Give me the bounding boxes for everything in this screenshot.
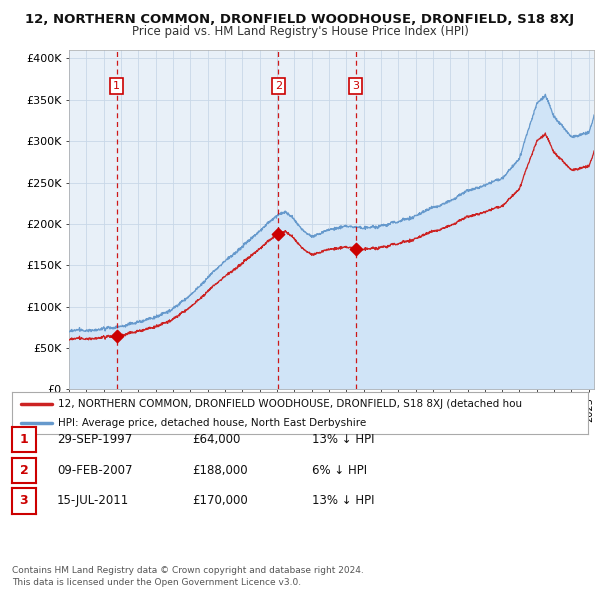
- Text: 2: 2: [275, 81, 282, 91]
- Text: 6% ↓ HPI: 6% ↓ HPI: [312, 464, 367, 477]
- Text: £170,000: £170,000: [192, 494, 248, 507]
- Point: [112, 332, 121, 341]
- Text: 12, NORTHERN COMMON, DRONFIELD WOODHOUSE, DRONFIELD, S18 8XJ (detached hou: 12, NORTHERN COMMON, DRONFIELD WOODHOUSE…: [58, 398, 522, 408]
- Text: 13% ↓ HPI: 13% ↓ HPI: [312, 433, 374, 446]
- Text: HPI: Average price, detached house, North East Derbyshire: HPI: Average price, detached house, Nort…: [58, 418, 367, 428]
- Text: Contains HM Land Registry data © Crown copyright and database right 2024.
This d: Contains HM Land Registry data © Crown c…: [12, 566, 364, 587]
- Point: [274, 229, 283, 238]
- Text: 1: 1: [20, 433, 28, 446]
- Text: 3: 3: [20, 494, 28, 507]
- Text: £64,000: £64,000: [192, 433, 241, 446]
- Text: 09-FEB-2007: 09-FEB-2007: [57, 464, 133, 477]
- Text: 1: 1: [113, 81, 120, 91]
- Text: 12, NORTHERN COMMON, DRONFIELD WOODHOUSE, DRONFIELD, S18 8XJ: 12, NORTHERN COMMON, DRONFIELD WOODHOUSE…: [25, 13, 575, 26]
- Text: 13% ↓ HPI: 13% ↓ HPI: [312, 494, 374, 507]
- Text: £188,000: £188,000: [192, 464, 248, 477]
- Text: Price paid vs. HM Land Registry's House Price Index (HPI): Price paid vs. HM Land Registry's House …: [131, 25, 469, 38]
- Text: 2: 2: [20, 464, 28, 477]
- Text: 15-JUL-2011: 15-JUL-2011: [57, 494, 129, 507]
- Text: 3: 3: [352, 81, 359, 91]
- Text: 29-SEP-1997: 29-SEP-1997: [57, 433, 132, 446]
- Point: [351, 244, 361, 254]
